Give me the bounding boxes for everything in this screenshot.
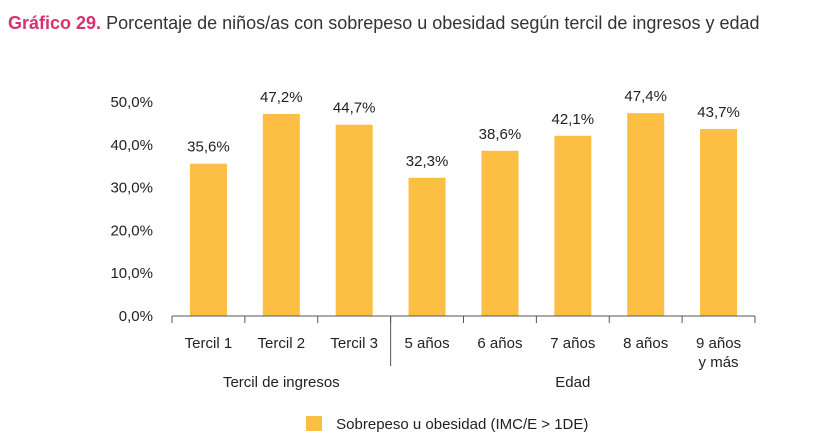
data-label: 47,4% [624, 88, 667, 105]
x-tick-label: Tercil 1 [185, 335, 233, 352]
y-tick-label: 30,0% [110, 180, 153, 197]
bar [700, 128, 738, 316]
data-label: 32,3% [406, 153, 449, 170]
y-tick-label: 50,0% [110, 94, 153, 111]
group-labels: Tercil de ingresos Edad [223, 374, 590, 391]
data-labels: 35,6% 47,2% 44,7% 32,3% 38,6% 42,1% 47,4% 43,7% [187, 88, 740, 170]
y-tick-label: 10,0% [110, 265, 153, 282]
data-label: 35,6% [187, 139, 230, 156]
bar [627, 113, 665, 317]
bars [189, 113, 738, 317]
x-tick-label: 7 años [550, 335, 595, 352]
data-label: 43,7% [697, 104, 740, 121]
group-label: Tercil de ingresos [223, 374, 340, 391]
x-tick-label: Tercil 3 [330, 335, 378, 352]
x-tick-label: Tercil 2 [258, 335, 306, 352]
x-tick-label: 9 años [696, 335, 741, 352]
data-label: 44,7% [333, 100, 376, 117]
x-axis [171, 315, 756, 366]
bar [481, 150, 519, 316]
y-tick-label: 0,0% [119, 308, 153, 325]
bar [408, 177, 446, 316]
data-label: 47,2% [260, 89, 303, 106]
legend: Sobrepeso u obesidad (IMC/E > 1DE) [306, 416, 588, 433]
x-tick-label: 8 años [623, 335, 668, 352]
y-tick-label: 20,0% [110, 222, 153, 239]
group-label: Edad [555, 374, 590, 391]
chart-title: Gráfico 29. Porcentaje de niños/as con s… [8, 13, 760, 34]
chart-title-text: Porcentaje de niños/as con sobrepeso u o… [106, 13, 760, 33]
y-tick-label: 40,0% [110, 137, 153, 154]
x-tick-label: 5 años [405, 335, 450, 352]
legend-label: Sobrepeso u obesidad (IMC/E > 1DE) [336, 416, 589, 433]
y-axis-labels: 0,0% 10,0% 20,0% 30,0% 40,0% 50,0% [110, 94, 153, 325]
chart-title-prefix: Gráfico 29. [8, 13, 102, 33]
data-label: 38,6% [479, 126, 522, 143]
x-tick-label: y más [699, 354, 739, 371]
x-axis-labels: Tercil 1 Tercil 2 Tercil 3 5 años 6 años 7 añ… [185, 335, 741, 371]
bar [189, 163, 227, 316]
bar [262, 113, 300, 316]
bar [335, 124, 373, 317]
x-tick-label: 6 años [477, 335, 522, 352]
legend-swatch [306, 416, 322, 431]
data-label: 42,1% [552, 111, 595, 128]
bar [554, 135, 592, 316]
